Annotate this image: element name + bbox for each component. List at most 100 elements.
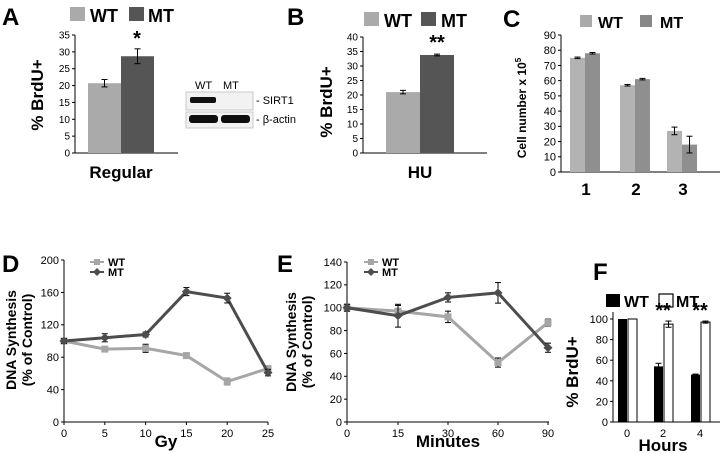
panel-label-d: D [2, 251, 19, 278]
panel-c-y-tick-label: 80 [544, 45, 556, 57]
panel-c-bar-wt [570, 57, 585, 173]
legend-label-wt-e: WT [382, 257, 399, 269]
panel-f-y-tick-label: 80 [596, 335, 608, 347]
panel-c-ylabel-text: Cell number x 10 [515, 62, 529, 158]
panel-e-point-mt [393, 311, 403, 321]
panel-f-bar-wt [618, 319, 627, 422]
legend-swatch-mt-a [129, 7, 144, 21]
blot-band-actin-wt [189, 115, 218, 123]
panel-f-y-tick-label: 40 [596, 376, 608, 388]
panel-d-y-tick-label: 200 [41, 255, 59, 267]
panel-c-y-tick-label: 20 [544, 136, 556, 148]
panel-e-x-tick-label: 60 [492, 428, 504, 440]
panel-f-y-tick-label: 0 [602, 417, 608, 429]
legend-marker-mt-d [93, 268, 101, 276]
panel-d-x-tick-label: 20 [221, 428, 233, 440]
panel-d-x-tick-label: 25 [262, 428, 274, 440]
panel-e-x-tick-label: 30 [442, 428, 454, 440]
legend-label-mt-b: MT [441, 11, 467, 31]
panel-f-category-label: 2 [660, 428, 666, 440]
panel-c-y-tick-label: 70 [544, 60, 556, 72]
panel-c-y-tick-label: 0 [550, 167, 556, 179]
panel-f-y-tick-label: 100 [590, 314, 608, 326]
panel-d-x-tick-label: 10 [139, 428, 151, 440]
panel-c-bar-mt [635, 79, 650, 172]
panel-a-y-tick-label: 35 [59, 31, 71, 42]
blot-band-actin-mt [221, 115, 250, 123]
panel-e-point-mt [342, 303, 352, 313]
legend-label-mt-f: MT [676, 294, 699, 311]
panel-d-point-mt [222, 293, 232, 303]
panel-e-x-tick-label: 15 [392, 428, 404, 440]
panel-a-bar-mt [121, 56, 154, 153]
legend-swatch-wt-a [70, 7, 85, 21]
panel-a-bar-wt [88, 83, 121, 153]
panel-a-y-tick-label: 20 [59, 81, 71, 92]
panel-d-x-tick-label: 15 [180, 428, 192, 440]
panel-b-y-tick-label: 25 [347, 76, 359, 87]
panel-d-y-tick-label: 40 [47, 384, 59, 396]
panel-c-category-label: 1 [581, 180, 590, 199]
panel-a-significance: * [133, 28, 141, 50]
panel-d-y-tick-label: 160 [41, 287, 59, 299]
panel-f-y-tick-label: 20 [596, 396, 608, 408]
panel-c-y-tick-label: 40 [544, 106, 556, 118]
panel-e-xlabel: Minutes [416, 432, 480, 451]
legend-label-wt-b: WT [384, 11, 412, 31]
panel-d-y-tick-label: 80 [47, 352, 59, 364]
panel-e-point-mt [543, 343, 553, 353]
panel-c-bar-mt [585, 53, 600, 173]
panel-c-y-tick-label: 30 [544, 121, 556, 133]
panel-d-line-wt [63, 339, 269, 384]
panel-a-ylabel: % BrdU+ [28, 59, 47, 130]
panel-b-y-tick-label: 15 [347, 105, 359, 116]
panel-c-category-label: 2 [631, 180, 640, 199]
panel-e-x-tick-label: 90 [542, 428, 554, 440]
panel-e-point-mt [443, 292, 453, 302]
panel-c-bar-wt [667, 130, 682, 172]
legend-label-wt-c: WT [598, 15, 623, 32]
panel-b-category-label: HU [408, 163, 433, 182]
legend-swatch-wt-b [364, 12, 379, 26]
panel-b-significance: ** [429, 32, 445, 54]
panel-b-y-tick-label: 30 [347, 62, 359, 73]
panel-d-point-mt [100, 333, 110, 343]
panel-e-y-tick-label: 0 [336, 417, 342, 429]
panel-e-y-tick-label: 40 [330, 371, 342, 383]
legend-marker-wt-e [368, 259, 374, 265]
blot-label-sirt1: - SIRT1 [256, 95, 294, 107]
legend-label-wt-a: WT [90, 6, 118, 26]
panel-f-bar-wt [654, 366, 663, 422]
panel-f-bar-mt [663, 323, 674, 423]
panel-b-y-tick-label: 10 [347, 120, 359, 131]
panel-e-point-wt [444, 313, 452, 321]
legend-swatch-wt-f [606, 294, 620, 307]
panel-a-y-tick-label: 5 [64, 132, 70, 143]
panel-e-y-tick-label: 120 [324, 280, 342, 292]
panel-e-point-mt [493, 288, 503, 298]
panel-a-y-tick-label: 30 [59, 47, 71, 58]
panel-label-a: A [2, 4, 19, 31]
panel-d-ylabel2: (% of Control) [19, 294, 35, 387]
panel-c-ylabel: Cell number x 105 [514, 57, 529, 158]
legend-label-mt-a: MT [148, 6, 174, 26]
panel-d-ylabel: DNA Synthesis [3, 290, 19, 390]
panel-d-line-mt [63, 289, 270, 374]
legend-label-mt-c: MT [660, 15, 683, 32]
legend-swatch-mt-b [421, 12, 436, 26]
panel-b-y-tick-label: 5 [352, 134, 358, 145]
panel-c-y-tick-label: 10 [544, 152, 556, 164]
panel-d-point-mt [263, 368, 273, 378]
panel-f-category-label: 4 [697, 428, 703, 440]
legend-label-mt-d: MT [108, 267, 124, 279]
panel-b-bar-wt [386, 92, 420, 153]
panel-d-point-mt [181, 287, 191, 297]
panel-d-point-wt [142, 344, 150, 352]
panel-f-y-tick-label: 60 [596, 355, 608, 367]
panel-f-category-label: 0 [624, 428, 630, 440]
panel-e-y-tick-label: 20 [330, 394, 342, 406]
panel-e-y-tick-label: 80 [330, 325, 342, 337]
panel-d-x-tick-label: 5 [102, 428, 108, 440]
panel-b-y-tick-label: 20 [347, 91, 359, 102]
panel-f-bar-mt [627, 318, 638, 423]
